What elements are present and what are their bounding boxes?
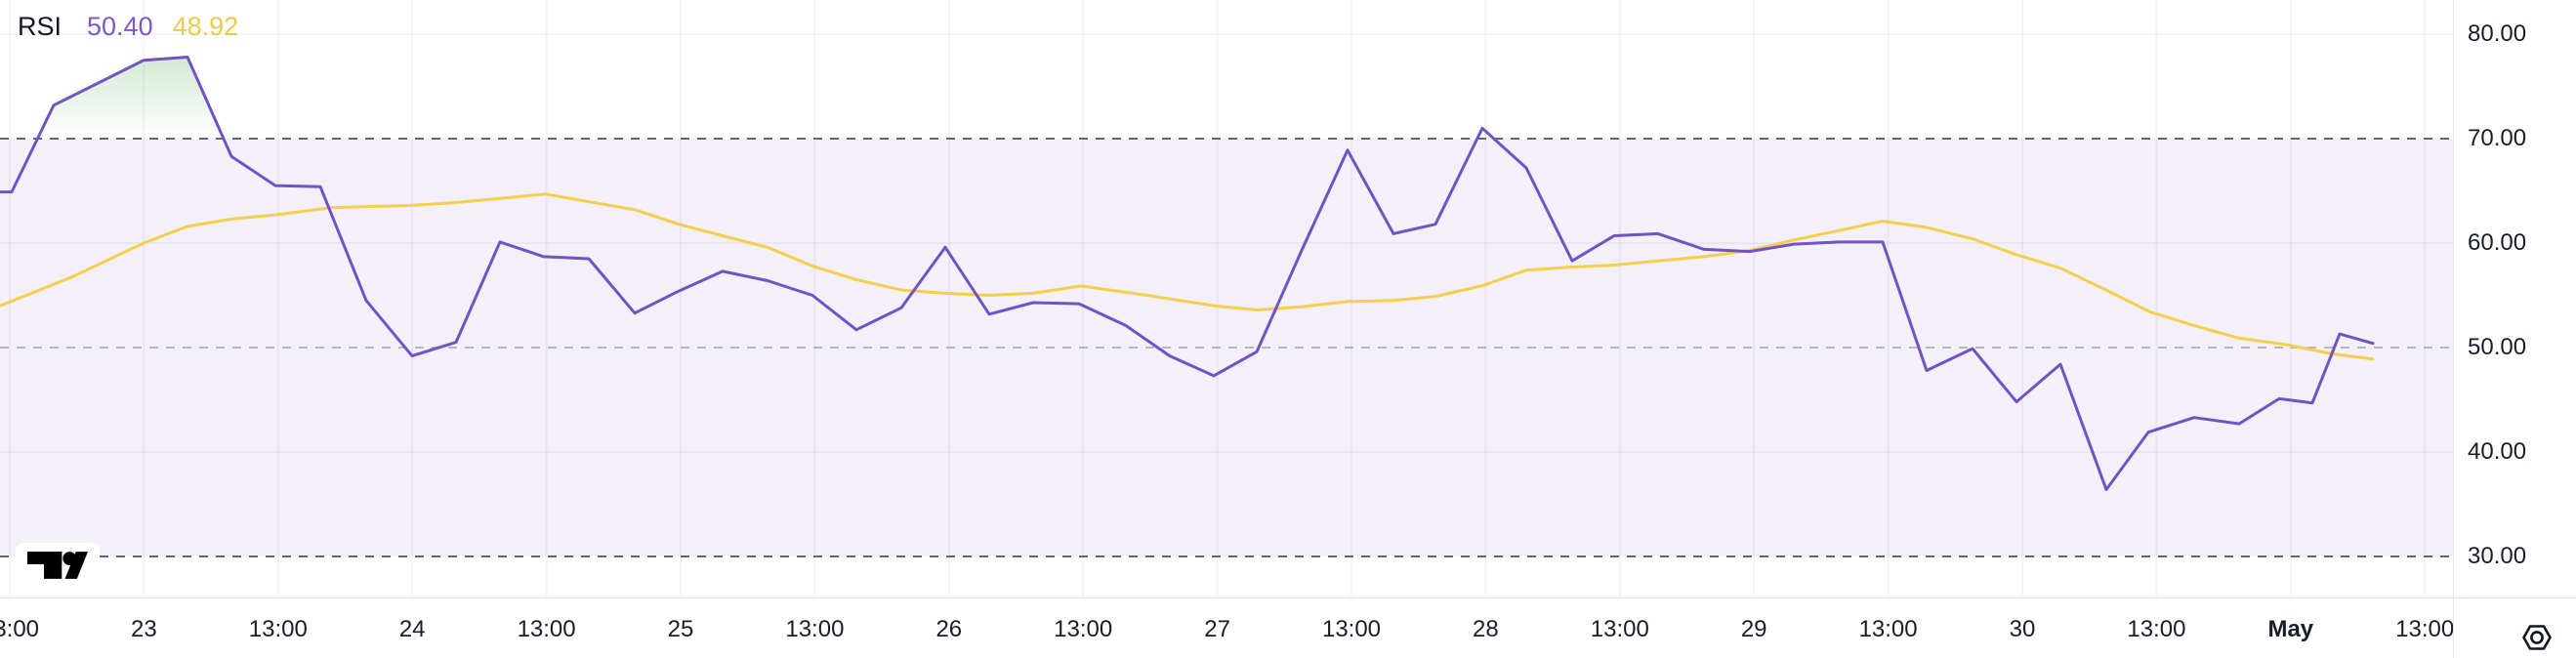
- indicator-legend[interactable]: RSI 50.40 48.92: [18, 10, 238, 43]
- time-axis-label: 29: [1740, 616, 1767, 642]
- indicator-title: RSI: [18, 12, 62, 41]
- time-axis-label: 13:00: [1590, 616, 1649, 642]
- time-axis-label: 13:00: [517, 616, 576, 642]
- time-axis-label: 23: [131, 616, 157, 642]
- time-axis-label: 13:00: [1858, 616, 1918, 642]
- time-axis-label: 27: [1204, 616, 1230, 642]
- time-axis-label: 30: [2009, 616, 2036, 642]
- time-axis-separator: [0, 597, 2576, 598]
- time-axis-label: 13:00: [0, 616, 40, 642]
- settings-gear-icon[interactable]: [2521, 622, 2553, 653]
- rsi-value: 50.40: [87, 12, 153, 41]
- time-axis-label: 13:00: [248, 616, 308, 642]
- time-axis-label: 26: [935, 616, 963, 642]
- time-axis-label: 13:00: [1321, 616, 1382, 642]
- time-axis-label: May: [2267, 616, 2314, 642]
- price-axis-label: 70.00: [2468, 125, 2527, 151]
- rsi-ma-value: 48.92: [172, 12, 239, 41]
- price-axis-label: 80.00: [2468, 21, 2527, 47]
- tradingview-logo-icon: [27, 552, 88, 579]
- time-axis-label: 24: [398, 616, 426, 642]
- price-axis-label: 40.00: [2468, 438, 2527, 465]
- time-axis-label: 13:00: [1054, 616, 1113, 642]
- time-axis-label: 13:00: [785, 616, 845, 642]
- time-axis[interactable]: 13:00 23 13:00 24 13:00 25 13:00 26 13:00 27 13:00…: [0, 598, 2576, 658]
- time-axis-label: 28: [1473, 616, 1499, 642]
- time-axis-label: 25: [667, 616, 694, 642]
- price-axis-label: 50.00: [2468, 334, 2527, 360]
- price-axis-label: 30.00: [2468, 543, 2527, 569]
- price-axis-label: 60.00: [2468, 229, 2527, 256]
- price-axis[interactable]: 80.00 70.00 60.00 50.00 40.00 30.00: [2454, 0, 2576, 597]
- time-axis-label: 13:00: [2127, 616, 2186, 642]
- tradingview-logo[interactable]: [16, 543, 100, 586]
- price-axis-separator: [2453, 0, 2454, 658]
- time-axis-label: 13:00: [2395, 616, 2455, 642]
